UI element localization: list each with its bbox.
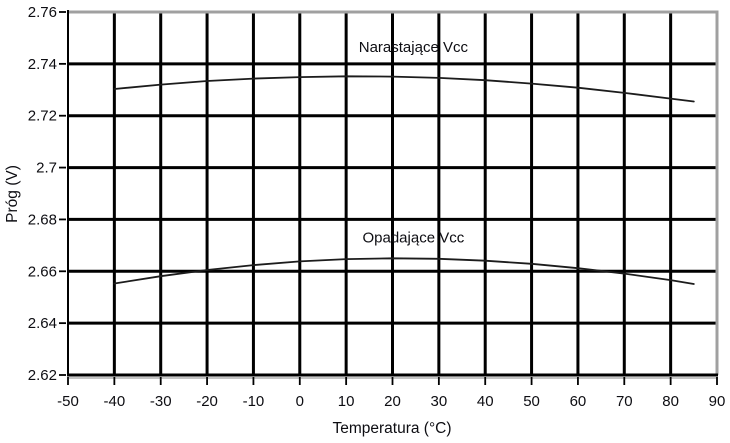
x-tick-label: 90 bbox=[709, 393, 726, 410]
x-tick-label: -30 bbox=[150, 393, 172, 410]
plot-border-layer bbox=[67, 10, 719, 379]
x-tick-label: 40 bbox=[477, 393, 494, 410]
y-tick-label: 2.62 bbox=[28, 367, 57, 384]
gridlines-layer bbox=[68, 12, 717, 375]
x-tick-label: -10 bbox=[243, 393, 265, 410]
x-tick-label: 0 bbox=[296, 393, 304, 410]
y-tick-label: 2.74 bbox=[28, 56, 57, 73]
y-tick-label: 2.66 bbox=[28, 263, 57, 280]
x-tick-label: -40 bbox=[104, 393, 126, 410]
x-tick-label: 70 bbox=[616, 393, 633, 410]
ticks-layer bbox=[59, 11, 718, 385]
x-axis-title: Temperatura (°C) bbox=[332, 420, 451, 437]
y-tick-label: 2.68 bbox=[28, 211, 57, 228]
x-tick-label: 20 bbox=[384, 393, 401, 410]
y-tick-label: 2.7 bbox=[36, 160, 57, 177]
x-tick-label: 50 bbox=[523, 393, 540, 410]
x-tick-label: -20 bbox=[196, 393, 218, 410]
y-tick-label: 2.64 bbox=[28, 315, 57, 332]
curves-layer bbox=[113, 75, 695, 285]
y-tick-label: 2.76 bbox=[28, 4, 57, 21]
y-tick-label: 2.72 bbox=[28, 108, 57, 125]
x-tick-label: -50 bbox=[57, 393, 79, 410]
x-tick-label: 60 bbox=[570, 393, 587, 410]
y-axis-title: Próg (V) bbox=[4, 165, 21, 223]
series-curve bbox=[113, 75, 695, 103]
x-tick-label: 30 bbox=[431, 393, 448, 410]
x-tick-label: 80 bbox=[662, 393, 679, 410]
series-curve bbox=[113, 257, 695, 285]
series-label: Narastające Vcc bbox=[359, 39, 469, 56]
text-layer: -50 -40 -30 -20 -10 0 10 20 30 40 50 60 70 80 90 2.62 2.… bbox=[28, 4, 726, 410]
x-tick-label: 10 bbox=[338, 393, 355, 410]
series-label: Opadające Vcc bbox=[362, 230, 464, 247]
plot-border-gray bbox=[68, 10, 719, 375]
